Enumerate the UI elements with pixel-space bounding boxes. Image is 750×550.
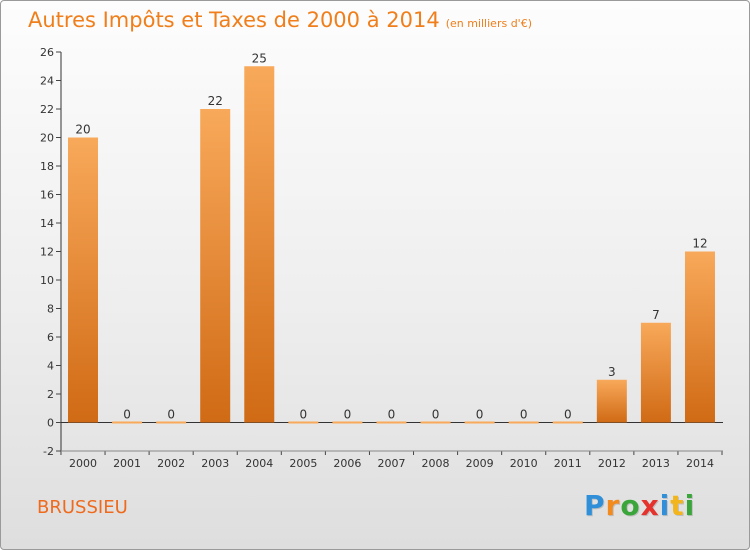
chart-title-text: Autres Impôts et Taxes de 2000 à 2014 (28, 8, 440, 32)
bar-2014 (684, 251, 715, 423)
x-tick-label: 2010 (510, 457, 538, 470)
value-label: 0 (476, 408, 484, 422)
value-label: 0 (167, 408, 175, 422)
x-tick-label: 2006 (333, 457, 361, 470)
x-tick-label: 2004 (245, 457, 273, 470)
bar-2005 (288, 421, 319, 424)
value-label: 0 (388, 408, 396, 422)
value-label: 0 (564, 408, 572, 422)
logo-letter: i (659, 489, 671, 522)
bar-2001 (112, 421, 143, 424)
x-tick-label: 2008 (422, 457, 450, 470)
x-tick-label: 2000 (69, 457, 97, 470)
value-label: 0 (344, 408, 352, 422)
y-tick-label: 10 (40, 274, 54, 287)
value-label: 20 (75, 123, 90, 137)
bar-2013 (640, 322, 671, 423)
x-tick-label: 2012 (598, 457, 626, 470)
chart-title: Autres Impôts et Taxes de 2000 à 2014 (en… (28, 8, 532, 32)
logo-letter: r (605, 489, 621, 522)
y-tick-label: 6 (47, 331, 54, 344)
x-tick-label: 2009 (466, 457, 494, 470)
y-tick-label: 20 (40, 132, 54, 145)
y-tick-label: 12 (40, 246, 54, 259)
value-label: 0 (300, 408, 308, 422)
logo-letter: P (584, 489, 606, 522)
value-label: 22 (208, 94, 223, 108)
x-tick-label: 2001 (113, 457, 141, 470)
x-tick-label: 2013 (642, 457, 670, 470)
x-tick-label: 2007 (377, 457, 405, 470)
y-tick-label: 24 (40, 75, 54, 88)
town-name: BRUSSIEU (37, 497, 128, 518)
bar-2007 (376, 421, 407, 424)
bar-2010 (508, 421, 539, 424)
value-label: 12 (692, 237, 707, 251)
proxiti-logo: Proxiti (584, 489, 695, 522)
bar-2012 (596, 379, 627, 423)
bar-2011 (552, 421, 583, 424)
y-tick-label: 18 (40, 160, 54, 173)
logo-letter: i (684, 489, 696, 522)
y-tick-label: 14 (40, 217, 54, 230)
x-tick-label: 2005 (289, 457, 317, 470)
bar-2004 (244, 66, 275, 423)
x-tick-label: 2011 (554, 457, 582, 470)
logo-letter: o (620, 489, 641, 522)
y-tick-label: 2 (47, 388, 54, 401)
x-tick-label: 2002 (157, 457, 185, 470)
value-label: 7 (652, 308, 660, 322)
y-tick-label: 16 (40, 189, 54, 202)
y-tick-label: 0 (47, 417, 54, 430)
value-label: 25 (252, 51, 267, 65)
bar-2008 (420, 421, 451, 424)
bar-2000 (68, 137, 98, 423)
value-label: 0 (520, 408, 528, 422)
value-label: 0 (432, 408, 440, 422)
y-tick-label: -2 (43, 445, 54, 458)
value-label: 0 (123, 408, 131, 422)
y-tick-label: 8 (47, 303, 54, 316)
bar-2003 (200, 109, 231, 423)
x-tick-label: 2003 (201, 457, 229, 470)
bar-2006 (332, 421, 363, 424)
value-label: 3 (608, 365, 616, 379)
chart-labels: 20 2000 0 2001 0 2002 22 2003 25 2004 0 2005 0 2006 0 2… (69, 51, 714, 470)
y-tick-label: 26 (40, 46, 54, 59)
y-tick-label: 4 (47, 360, 54, 373)
bar-2002 (156, 421, 187, 424)
chart-bars (68, 66, 715, 424)
chart-unit: (en milliers d'€) (445, 17, 532, 30)
bar-2009 (464, 421, 495, 424)
y-tick-label: 22 (40, 103, 54, 116)
logo-letter: x (640, 489, 660, 522)
logo-letter: t (670, 489, 685, 522)
x-tick-label: 2014 (686, 457, 714, 470)
